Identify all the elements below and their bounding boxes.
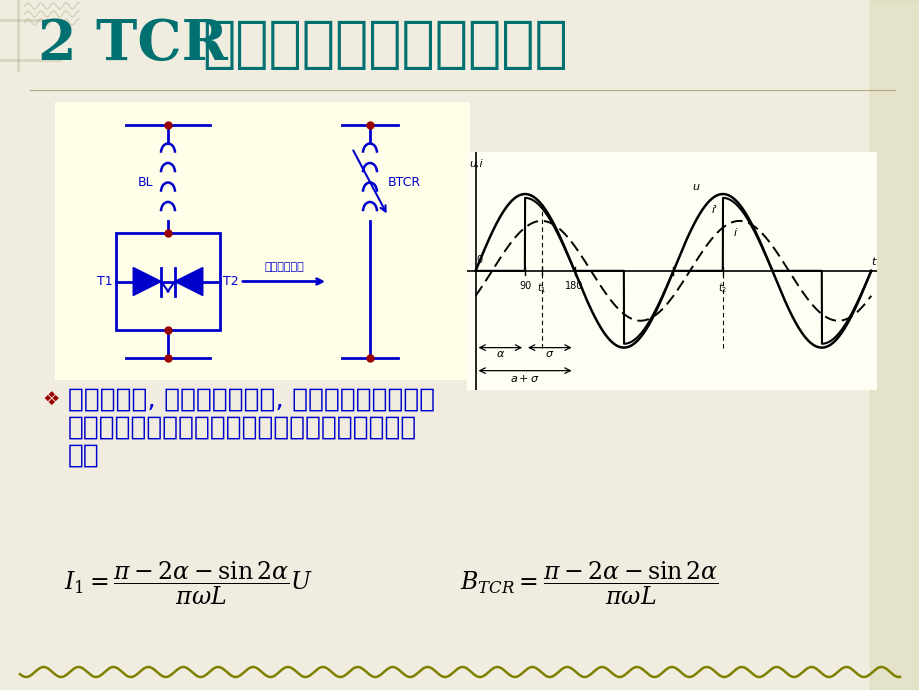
Text: $I_1 = \dfrac{\pi - 2\alpha - \sin 2\alpha}{\pi\omega L}U$: $I_1 = \dfrac{\pi - 2\alpha - \sin 2\alp… (64, 560, 312, 607)
Text: u,i: u,i (469, 159, 482, 170)
Polygon shape (133, 268, 161, 295)
Bar (869, 0, 919, 690)
Text: $B_{TCR} = \dfrac{\pi - 2\alpha - \sin 2\alpha}{\pi\omega L}$: $B_{TCR} = \dfrac{\pi - 2\alpha - \sin 2… (460, 560, 718, 607)
Text: BL: BL (138, 175, 153, 188)
Text: i: i (733, 228, 736, 238)
Text: $\alpha$: $\alpha$ (495, 349, 505, 359)
Polygon shape (175, 268, 202, 295)
Text: 通过调节角, 便可以调节电流, 从而达到调节回路感: 通过调节角, 便可以调节电流, 从而达到调节回路感 (68, 387, 435, 413)
Bar (55, 102, 470, 380)
Text: 得，: 得， (68, 443, 99, 469)
Text: 型静止无功补偿基本原理: 型静止无功补偿基本原理 (202, 18, 567, 72)
Text: 90: 90 (518, 281, 530, 290)
Text: i': i' (711, 205, 717, 215)
Text: BTCR: BTCR (388, 175, 421, 188)
Text: 0: 0 (476, 255, 482, 265)
Text: ❖: ❖ (42, 390, 60, 409)
Text: $\sigma$: $\sigma$ (545, 349, 554, 359)
Text: $t_2$: $t_2$ (718, 281, 727, 295)
Text: $t_1$: $t_1$ (537, 281, 546, 295)
Text: 抗和基波无功的目的。基波分量可由傅立叶分析求: 抗和基波无功的目的。基波分量可由傅立叶分析求 (68, 415, 417, 441)
Text: T1: T1 (97, 275, 113, 288)
Text: u: u (692, 182, 699, 193)
Text: t: t (870, 257, 875, 266)
Text: 2 TCR: 2 TCR (38, 17, 228, 72)
Text: $a + \sigma$: $a + \sigma$ (510, 373, 539, 384)
Text: 180: 180 (564, 281, 583, 290)
Text: T2: T2 (222, 275, 238, 288)
Bar (116, 233, 220, 330)
Text: 基频等效电路: 基频等效电路 (264, 262, 303, 273)
